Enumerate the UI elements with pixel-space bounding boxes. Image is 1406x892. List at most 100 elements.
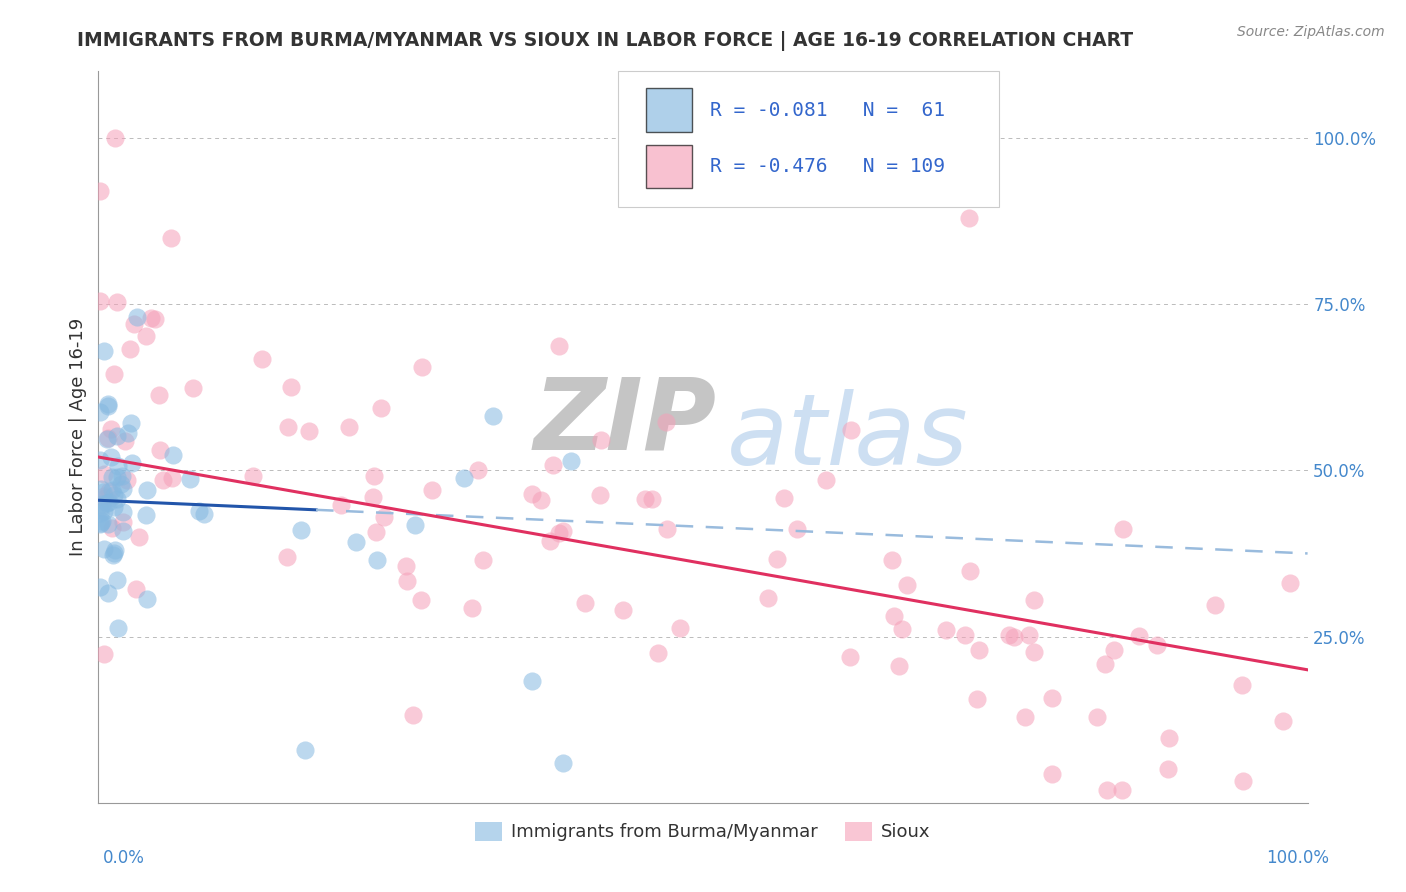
Point <box>100 422 122 436</box>
Point <box>998 627 1021 641</box>
Point <box>344 534 367 549</box>
Point <box>370 401 392 415</box>
FancyBboxPatch shape <box>619 71 1000 207</box>
Point <box>104 543 127 558</box>
Point <box>90 514 112 528</box>
Point <box>277 420 299 434</box>
Point <box>100 450 122 465</box>
Point <box>1112 522 1135 536</box>
Point <box>135 508 157 523</box>
Point <box>103 548 125 562</box>
Point <box>90 516 112 531</box>
Point <box>148 387 170 401</box>
Point <box>97 483 120 498</box>
Point <box>104 131 127 145</box>
Point <box>935 623 957 637</box>
Point <box>276 549 298 564</box>
Point <box>117 426 139 441</box>
Point <box>242 468 264 483</box>
Point <box>634 492 657 507</box>
Point <box>1146 638 1168 652</box>
Point <box>97 517 120 532</box>
Point <box>551 756 574 770</box>
Point <box>589 488 612 502</box>
Point <box>100 470 122 484</box>
Point <box>89 501 111 516</box>
Point <box>128 530 150 544</box>
Point <box>1014 710 1036 724</box>
Point <box>107 459 129 474</box>
Point <box>149 442 172 457</box>
Point <box>162 471 184 485</box>
Point <box>125 310 148 325</box>
Point <box>1157 731 1180 746</box>
Point <box>139 311 162 326</box>
Point <box>551 524 574 538</box>
Point <box>98 495 121 509</box>
Point <box>134 329 156 343</box>
Point <box>97 399 120 413</box>
Point <box>1102 642 1125 657</box>
Point <box>395 574 418 588</box>
Point <box>655 415 678 429</box>
Point <box>122 317 145 331</box>
Point <box>1024 593 1046 607</box>
Point <box>120 416 142 430</box>
Point <box>93 647 115 661</box>
Point <box>193 507 215 521</box>
Point <box>93 504 115 518</box>
Point <box>143 311 166 326</box>
Point <box>91 485 114 500</box>
Point <box>105 429 128 443</box>
Point <box>250 352 273 367</box>
Point <box>152 473 174 487</box>
Point <box>896 578 918 592</box>
Point <box>1095 782 1118 797</box>
Point <box>887 659 910 673</box>
Point <box>471 552 494 566</box>
Point <box>107 573 129 587</box>
Point <box>363 491 385 505</box>
Point <box>363 469 385 483</box>
Point <box>89 517 111 532</box>
Point <box>111 524 134 538</box>
Point <box>1024 645 1046 659</box>
Point <box>395 558 418 573</box>
Point <box>187 504 209 518</box>
Point <box>756 591 779 606</box>
Point <box>105 294 128 309</box>
Point <box>111 505 134 519</box>
Text: atlas: atlas <box>727 389 969 485</box>
Point <box>111 469 134 483</box>
Point <box>883 608 905 623</box>
Point <box>669 622 692 636</box>
Point <box>959 565 981 579</box>
Point <box>97 397 120 411</box>
Text: R = -0.081   N =  61: R = -0.081 N = 61 <box>710 101 945 120</box>
Point <box>655 522 678 536</box>
Point <box>786 522 808 536</box>
Point <box>103 500 125 515</box>
Text: 100.0%: 100.0% <box>1265 849 1329 867</box>
Text: Source: ZipAtlas.com: Source: ZipAtlas.com <box>1237 25 1385 39</box>
Point <box>547 339 569 353</box>
Point <box>179 472 201 486</box>
Point <box>467 463 489 477</box>
Point <box>90 482 112 496</box>
Point <box>93 489 115 503</box>
Point <box>103 368 125 382</box>
Point <box>1040 766 1063 780</box>
Point <box>882 552 904 566</box>
FancyBboxPatch shape <box>647 88 692 132</box>
Point <box>89 581 111 595</box>
Point <box>1002 631 1025 645</box>
Point <box>647 646 669 660</box>
Point <box>97 586 120 600</box>
Point <box>96 433 118 447</box>
Point <box>93 542 115 557</box>
Point <box>100 483 122 497</box>
Point <box>93 343 115 358</box>
Point <box>112 482 135 496</box>
Point <box>541 458 564 472</box>
Point <box>101 521 124 535</box>
